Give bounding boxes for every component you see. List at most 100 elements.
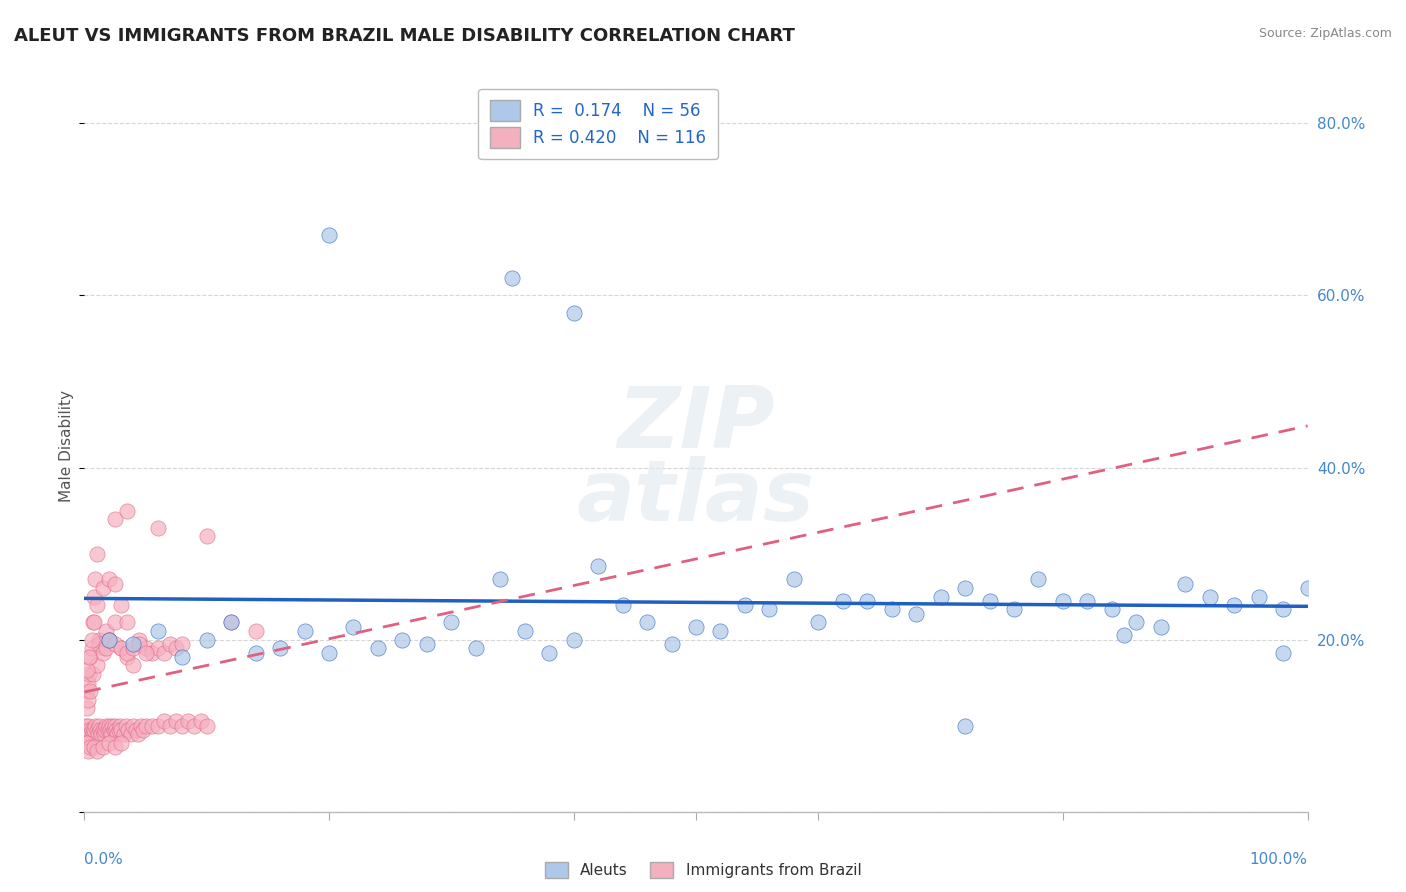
Point: [97, 632, 120, 647]
Point: [562, 632, 585, 647]
Point: [77, 719, 100, 733]
Point: [115, 719, 138, 733]
Point: [80, 641, 103, 656]
Point: [165, 641, 187, 656]
Point: [172, 649, 194, 664]
Point: [83, 615, 105, 630]
Point: [104, 512, 127, 526]
Point: [135, 719, 157, 733]
Point: [97, 719, 120, 733]
Point: [190, 714, 212, 729]
Point: [79, 727, 101, 741]
Point: [103, 723, 125, 737]
Point: [146, 624, 169, 638]
Point: [75, 736, 97, 750]
Point: [91, 581, 114, 595]
Text: 100.0%: 100.0%: [1250, 852, 1308, 867]
Point: [416, 637, 439, 651]
Point: [165, 714, 187, 729]
Point: [905, 607, 928, 621]
Point: [87, 719, 110, 733]
Point: [97, 736, 120, 750]
Point: [101, 719, 124, 733]
Point: [391, 632, 413, 647]
Point: [245, 646, 267, 660]
Point: [1272, 646, 1295, 660]
Point: [110, 736, 132, 750]
Point: [90, 727, 112, 741]
Point: [75, 719, 97, 733]
Point: [79, 684, 101, 698]
Point: [269, 641, 291, 656]
Point: [80, 632, 103, 647]
Point: [929, 590, 952, 604]
Point: [1174, 576, 1197, 591]
Point: [110, 641, 132, 656]
Point: [83, 590, 105, 604]
Point: [538, 646, 561, 660]
Point: [245, 624, 267, 638]
Point: [87, 632, 110, 647]
Point: [97, 632, 120, 647]
Point: [97, 632, 120, 647]
Point: [153, 714, 176, 729]
Point: [1002, 602, 1025, 616]
Point: [195, 529, 218, 543]
Point: [734, 598, 756, 612]
Point: [108, 719, 131, 733]
Point: [76, 736, 98, 750]
Point: [96, 641, 118, 656]
Point: [104, 719, 127, 733]
Point: [880, 602, 903, 616]
Point: [856, 594, 879, 608]
Point: [76, 684, 98, 698]
Point: [979, 594, 1001, 608]
Point: [318, 228, 340, 243]
Point: [77, 675, 100, 690]
Point: [153, 646, 176, 660]
Point: [1247, 590, 1270, 604]
Point: [195, 632, 218, 647]
Text: Source: ZipAtlas.com: Source: ZipAtlas.com: [1258, 27, 1392, 40]
Point: [129, 719, 152, 733]
Point: [141, 646, 163, 660]
Point: [172, 637, 194, 651]
Point: [953, 719, 976, 733]
Point: [159, 719, 181, 733]
Point: [112, 727, 135, 741]
Point: [77, 693, 100, 707]
Point: [79, 649, 101, 664]
Point: [128, 632, 150, 647]
Point: [76, 723, 98, 737]
Point: [91, 723, 114, 737]
Legend: Aleuts, Immigrants from Brazil: Aleuts, Immigrants from Brazil: [538, 856, 868, 884]
Point: [342, 620, 364, 634]
Point: [127, 727, 149, 741]
Point: [513, 624, 536, 638]
Text: 0.0%: 0.0%: [84, 852, 124, 867]
Point: [122, 641, 145, 656]
Point: [125, 723, 148, 737]
Point: [82, 667, 104, 681]
Point: [104, 637, 127, 651]
Point: [96, 624, 118, 638]
Point: [115, 615, 138, 630]
Point: [146, 719, 169, 733]
Point: [97, 573, 120, 587]
Point: [953, 581, 976, 595]
Point: [562, 305, 585, 319]
Point: [219, 615, 242, 630]
Point: [87, 727, 110, 741]
Point: [128, 637, 150, 651]
Point: [122, 637, 145, 651]
Point: [1028, 573, 1050, 587]
Legend: R =  0.174    N = 56, R = 0.420    N = 116: R = 0.174 N = 56, R = 0.420 N = 116: [478, 88, 718, 160]
Point: [135, 646, 157, 660]
Point: [122, 658, 145, 673]
Point: [159, 637, 181, 651]
Point: [1272, 602, 1295, 616]
Y-axis label: Male Disability: Male Disability: [59, 390, 73, 502]
Point: [97, 723, 120, 737]
Point: [661, 637, 683, 651]
Point: [105, 723, 128, 737]
